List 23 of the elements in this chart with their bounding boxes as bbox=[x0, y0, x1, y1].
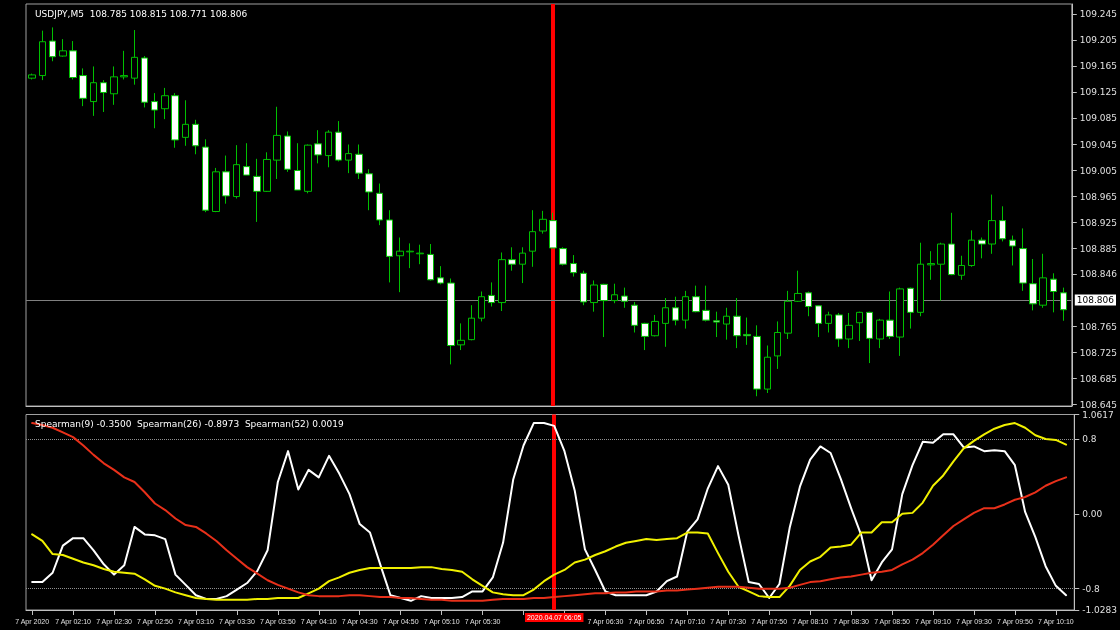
y-tick-label: 108.965 bbox=[1079, 191, 1117, 202]
text: USDJPY,M5 108.785 108.815 108.771 108.806 bbox=[35, 8, 248, 19]
chart-title: Spearman(9) -0.3500 Spearman(26) -0.8973 Spearman(52) 0.0019 bbox=[35, 418, 344, 429]
y-tick-label: 0.8 bbox=[1082, 433, 1097, 444]
y-tick-label: 1.0617 bbox=[1082, 409, 1114, 420]
y-tick-label: -1.0283 bbox=[1082, 605, 1118, 615]
y-tick-label: 109.205 bbox=[1079, 35, 1117, 46]
ref-line-label: 108.806 bbox=[1076, 294, 1115, 305]
y-tick-label: 109.005 bbox=[1079, 165, 1117, 176]
y-tick-label: 108.685 bbox=[1079, 373, 1117, 384]
y-tick-label: 109.085 bbox=[1079, 113, 1117, 124]
y-tick-label: 108.645 bbox=[1079, 399, 1117, 410]
y-tick-label: -0.8 bbox=[1082, 583, 1101, 594]
y-tick-label: 109.245 bbox=[1079, 9, 1117, 20]
y-tick-label: 108.846 bbox=[1079, 268, 1118, 279]
y-tick-label: 109.045 bbox=[1079, 139, 1117, 150]
y-tick-label: 109.125 bbox=[1079, 87, 1117, 98]
y-tick-label: 108.765 bbox=[1079, 321, 1117, 332]
y-tick-label: 109.165 bbox=[1079, 61, 1117, 72]
y-tick-label: 0.00 bbox=[1082, 508, 1103, 519]
y-tick-label: 108.925 bbox=[1079, 217, 1117, 228]
y-tick-label: 108.725 bbox=[1079, 347, 1117, 358]
y-tick-label: 108.885 bbox=[1079, 243, 1117, 254]
